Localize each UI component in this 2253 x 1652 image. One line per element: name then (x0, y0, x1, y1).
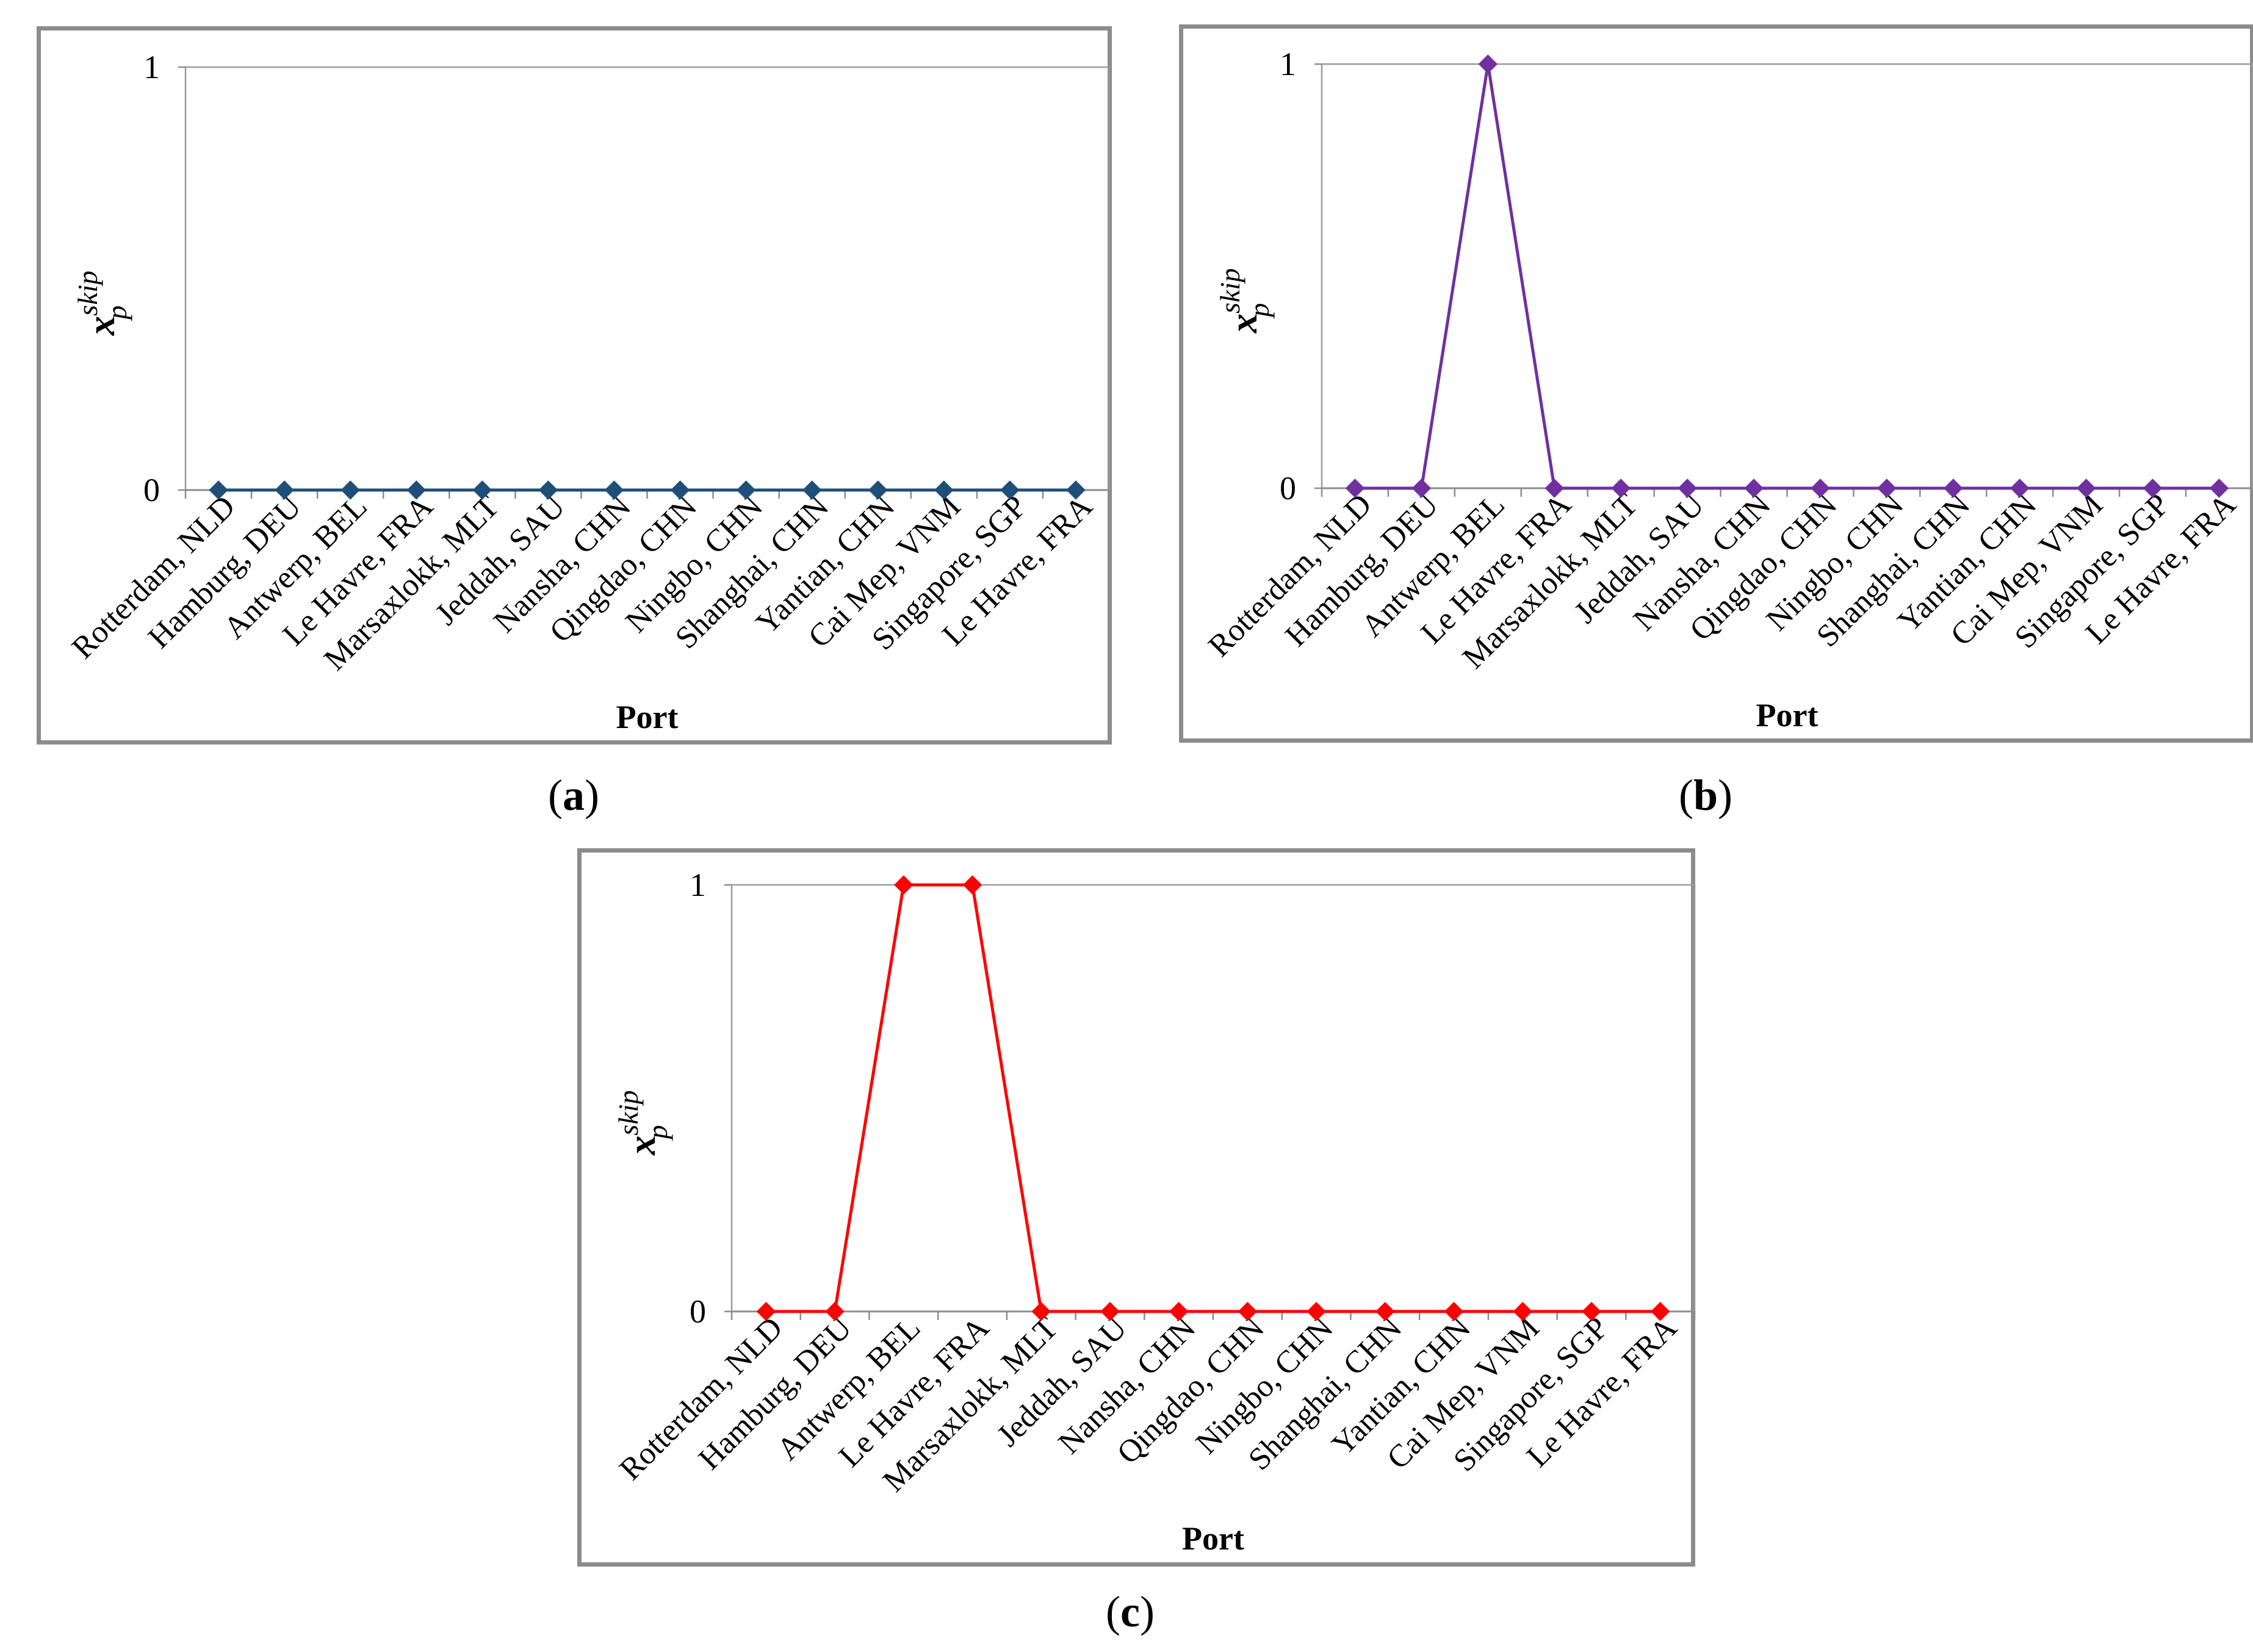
y-tick-label: 0 (690, 1293, 706, 1330)
data-point (1611, 478, 1631, 498)
data-point (2010, 478, 2030, 498)
data-point (1238, 1302, 1258, 1321)
data-point (1513, 1302, 1532, 1321)
y-tick-label: 0 (1280, 470, 1296, 507)
data-point (1100, 1302, 1120, 1321)
data-point (962, 875, 982, 895)
data-point (825, 1302, 845, 1321)
x-axis-label: Port (1182, 1520, 1244, 1557)
y-tick-label: 1 (143, 49, 160, 85)
data-point (1307, 1302, 1326, 1321)
data-point (1582, 1302, 1601, 1321)
caption-a: (a) (548, 771, 599, 820)
data-point (1345, 478, 1365, 498)
data-point (1444, 1302, 1464, 1321)
data-point (1877, 478, 1897, 498)
data-point (209, 480, 228, 500)
data-point (1944, 478, 1963, 498)
data-point (1811, 478, 1830, 498)
plot-area-border (1321, 63, 2253, 489)
data-point (756, 1302, 776, 1321)
chart-panel-a: 0 1 Rotterdam, NLD Hamburg, DEU Antwerp, BEL… (37, 26, 1112, 745)
data-point (1650, 1302, 1670, 1321)
data-point (802, 480, 822, 500)
y-axis-label: xskipp (613, 1090, 673, 1155)
caption-c: (c) (1106, 1587, 1155, 1636)
series-line (766, 883, 1660, 1313)
data-point (670, 480, 690, 500)
data-point (1545, 478, 1564, 498)
data-point (1678, 478, 1697, 498)
y-axis-label: xskipp (1214, 268, 1275, 333)
y-tick-label: 1 (1280, 46, 1296, 82)
caption-b-letter: b (1693, 771, 1718, 820)
data-point (472, 480, 492, 500)
caption-a-letter: a (563, 771, 585, 820)
data-point (604, 480, 624, 500)
data-point (1066, 480, 1086, 500)
data-point (275, 480, 294, 500)
data-point (1031, 1302, 1051, 1321)
plot-area-border (184, 66, 1110, 491)
y-tick-label: 1 (690, 867, 706, 903)
data-point (406, 480, 426, 500)
x-axis-label: Port (616, 699, 679, 735)
data-point (1411, 478, 1432, 498)
series-line (1355, 63, 2219, 490)
x-axis-label: Port (1756, 697, 1819, 734)
chart-panel-b: 0 1 Rotterdam, NLD Hamburg, DEU Antwerp, BEL… (1179, 24, 2253, 743)
data-point (894, 875, 914, 895)
caption-b: (b) (1678, 771, 1732, 820)
data-point (1744, 478, 1764, 498)
data-point (341, 480, 360, 500)
data-point (2209, 478, 2229, 498)
data-point (1169, 1302, 1189, 1321)
data-point (2143, 478, 2163, 498)
data-point (934, 480, 954, 500)
data-point (538, 480, 558, 500)
data-point (868, 480, 888, 500)
data-point (1478, 54, 1498, 74)
caption-c-letter: c (1120, 1587, 1140, 1636)
y-tick-label: 0 (143, 472, 160, 508)
data-point (1375, 1302, 1395, 1321)
chart-panel-c: 0 1 Rotterdam, NLD Hamburg, DEU Antwerp, BEL… (577, 848, 1696, 1567)
plot-area-border (730, 884, 1696, 1313)
y-axis-label: xskipp (72, 270, 132, 336)
data-point (736, 480, 756, 500)
data-point (1000, 480, 1020, 500)
data-point (2076, 478, 2096, 498)
